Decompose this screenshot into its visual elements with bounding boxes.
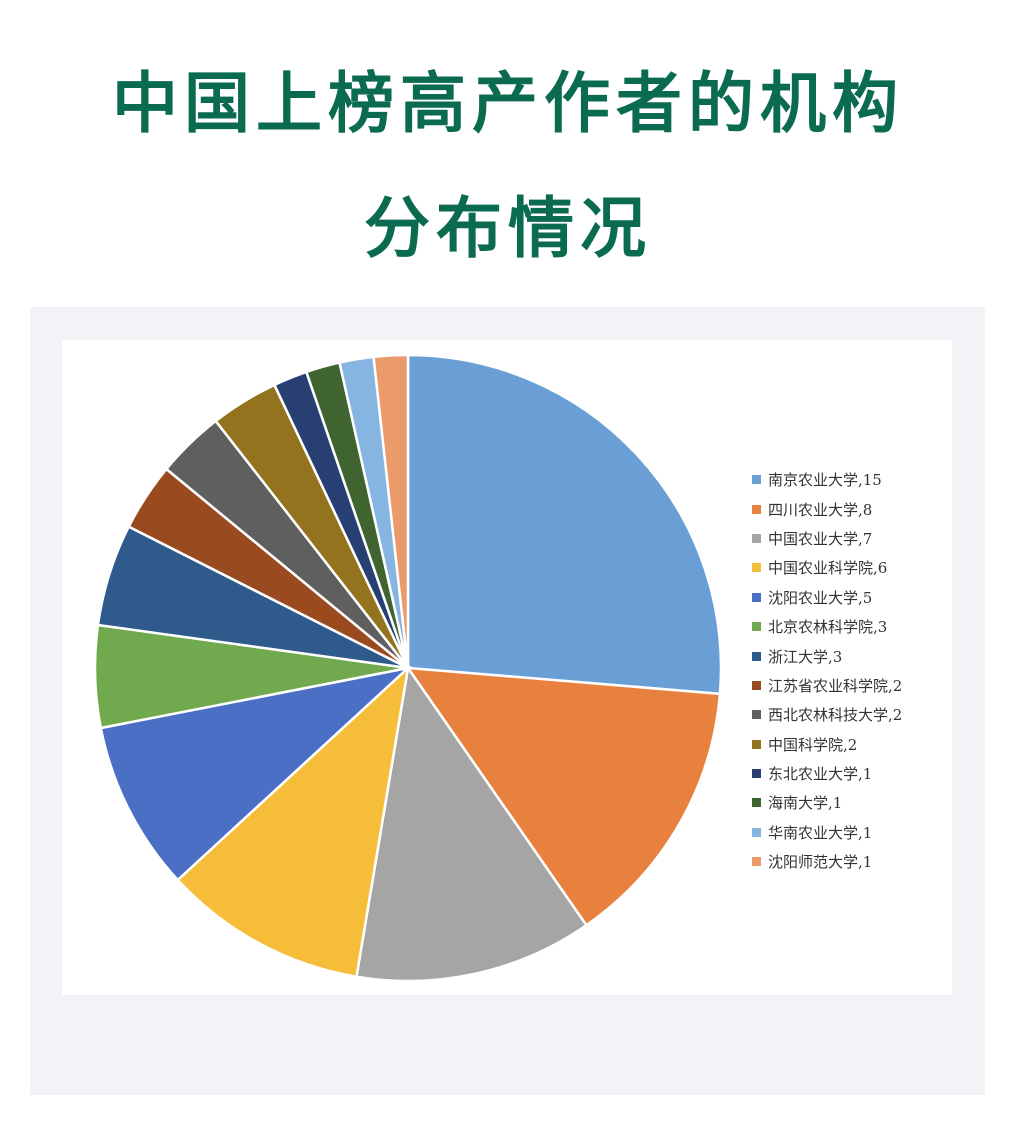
- pie-slice-3: [175, 664, 410, 979]
- legend-item: 沈阳农业大学,5: [752, 583, 902, 612]
- legend-item: 中国农业科学院,6: [752, 553, 902, 582]
- legend-item: 东北农业大学,1: [752, 759, 902, 788]
- legend-label: 沈阳师范大学,1: [768, 853, 873, 872]
- legend-item: 海南大学,1: [752, 788, 902, 817]
- legend-swatch: [752, 857, 761, 867]
- legend-item: 江苏省农业科学院,2: [752, 671, 902, 700]
- legend-item: 四川农业大学,8: [752, 494, 902, 523]
- legend-item: 沈阳师范大学,1: [752, 847, 902, 876]
- legend-swatch: [752, 504, 761, 514]
- legend-label: 四川农业大学,8: [768, 500, 873, 519]
- legend-label: 海南大学,1: [768, 794, 843, 813]
- legend-item: 中国科学院,2: [752, 730, 902, 759]
- pie-slice-0: [406, 353, 723, 696]
- legend-swatch: [752, 710, 761, 720]
- legend-item: 西北农林科技大学,2: [752, 700, 902, 729]
- legend-label: 江苏省农业科学院,2: [768, 676, 903, 695]
- legend-item: 中国农业大学,7: [752, 524, 902, 553]
- legend-item: 南京农业大学,15: [752, 465, 902, 494]
- legend-label: 浙江大学,3: [768, 647, 843, 666]
- pie-chart: [93, 353, 723, 983]
- legend-item: 北京农林科学院,3: [752, 612, 902, 641]
- legend-swatch: [752, 769, 761, 779]
- legend: 南京农业大学,15 四川农业大学,8 中国农业大学,7 中国农业科学院,6 沈阳农业大学…: [752, 465, 902, 876]
- legend-swatch: [752, 563, 761, 573]
- legend-swatch: [752, 622, 761, 632]
- legend-swatch: [752, 739, 761, 749]
- legend-item: 华南农业大学,1: [752, 818, 902, 847]
- legend-swatch: [752, 475, 761, 485]
- legend-swatch: [752, 827, 761, 837]
- legend-label: 中国科学院,2: [768, 735, 858, 754]
- legend-label: 东北农业大学,1: [768, 765, 873, 784]
- legend-label: 北京农林科学院,3: [768, 618, 888, 637]
- legend-label: 华南农业大学,1: [768, 823, 873, 842]
- legend-label: 西北农林科技大学,2: [768, 706, 903, 725]
- legend-label: 中国农业大学,7: [768, 529, 873, 548]
- pie-slice-13: [372, 353, 410, 669]
- pie-slice-1: [405, 666, 722, 927]
- legend-swatch: [752, 533, 761, 543]
- legend-swatch: [752, 651, 761, 661]
- legend-label: 中国农业科学院,6: [768, 559, 888, 578]
- legend-item: 浙江大学,3: [752, 641, 902, 670]
- legend-label: 南京农业大学,15: [768, 471, 882, 490]
- legend-swatch: [752, 798, 761, 808]
- title-line-1: 中国上榜高产作者的机构: [112, 65, 904, 142]
- legend-swatch: [752, 592, 761, 602]
- legend-swatch: [752, 680, 761, 690]
- chart-area: 南京农业大学,15 四川农业大学,8 中国农业大学,7 中国农业科学院,6 沈阳农业大学…: [62, 340, 952, 995]
- title-line-2: 分布情况: [364, 190, 652, 267]
- pie-slice-4: [99, 665, 413, 882]
- legend-label: 沈阳农业大学,5: [768, 588, 873, 607]
- pie-slice-2: [355, 664, 589, 983]
